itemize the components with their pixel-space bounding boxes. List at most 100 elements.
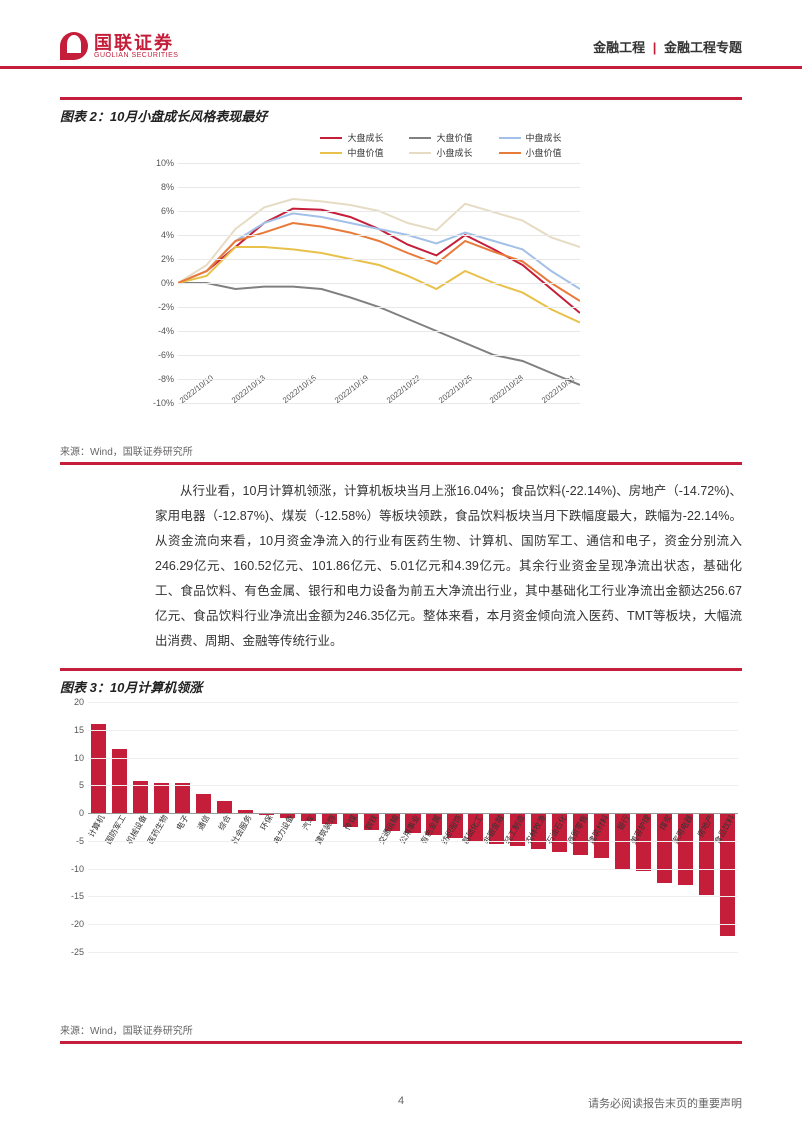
- logo-cn: 国联证券: [94, 34, 178, 52]
- chart3-bar-wrap: 交通运输: [382, 702, 403, 952]
- chart3-bar-wrap: 美容护理: [633, 702, 654, 952]
- chart2-gridline: [178, 259, 580, 260]
- chart3-ytick: -20: [71, 919, 84, 929]
- chart3-title: 图表 3：10月计算机领涨: [60, 668, 742, 696]
- page-number: 4: [398, 1095, 404, 1107]
- chart3-bar-wrap: 轻工制造: [507, 702, 528, 952]
- body-paragraph: 从行业看，10月计算机领涨，计算机板块当月上涨16.04%；食品饮料(-22.1…: [60, 479, 742, 654]
- chart3-gridline: [88, 869, 738, 870]
- chart2-gridline: [178, 187, 580, 188]
- chart3-bar-wrap: 食品饮料: [717, 702, 738, 952]
- chart2-gridline: [178, 307, 580, 308]
- category-sep: |: [653, 40, 657, 55]
- legend-swatch: [409, 152, 431, 154]
- chart3-gridline: [88, 952, 738, 953]
- chart3-source: 来源：Wind，国联证券研究所: [60, 1022, 742, 1044]
- logo-block: 国联证券 GUOLIAN SECURITIES: [60, 32, 178, 60]
- chart3-bar-wrap: 房地产: [696, 702, 717, 952]
- chart3-bar-wrap: 基础化工: [465, 702, 486, 952]
- chart3-ytick: -10: [71, 864, 84, 874]
- chart3-bar-wrap: 煤炭: [654, 702, 675, 952]
- chart3-bar-wrap: 家用电器: [675, 702, 696, 952]
- chart2-ytick: -8%: [158, 374, 174, 384]
- chart3-bar-wrap: 传媒: [340, 702, 361, 952]
- chart2-series-line: [178, 213, 580, 289]
- chart3-bar-wrap: 石油石化: [549, 702, 570, 952]
- chart3-bar: [217, 801, 232, 813]
- chart3-ytick: -15: [71, 891, 84, 901]
- chart3-bar-wrap: 银行: [612, 702, 633, 952]
- chart2-source: 来源：Wind，国联证券研究所: [60, 443, 742, 465]
- chart3-xlabel: 环保: [258, 813, 276, 832]
- legend-item: 大盘成长: [320, 131, 383, 144]
- chart2-section: 图表 2：10月小盘成长风格表现最好 大盘成长大盘价值中盘成长中盘价值小盘成长小…: [60, 97, 742, 465]
- logo-icon: [60, 32, 88, 60]
- chart3-bar-wrap: 建筑装饰: [319, 702, 340, 952]
- legend-swatch: [499, 152, 521, 154]
- legend-swatch: [499, 137, 521, 139]
- chart3-ytick: 10: [74, 753, 84, 763]
- chart3-bar: [175, 783, 190, 813]
- legend-item: 小盘价值: [499, 146, 562, 159]
- chart2-ytick: -2%: [158, 302, 174, 312]
- chart3-ytick: -5: [76, 836, 84, 846]
- chart2-ytick: -4%: [158, 326, 174, 336]
- category-left: 金融工程: [593, 40, 645, 55]
- chart3-bar-wrap: 建筑材料: [591, 702, 612, 952]
- chart3-bar-wrap: 汽车: [298, 702, 319, 952]
- chart3-gridline: [88, 758, 738, 759]
- chart3-bar-wrap: 电子: [172, 702, 193, 952]
- chart3-bar-wrap: 农林牧渔: [528, 702, 549, 952]
- legend-label: 中盘成长: [526, 131, 562, 144]
- header-category: 金融工程 | 金融工程专题: [593, 37, 742, 56]
- legend-label: 大盘价值: [436, 131, 472, 144]
- chart3-bar-wrap: 通信: [193, 702, 214, 952]
- chart2-gridline: [178, 403, 580, 404]
- chart3-bar-wrap: 社会服务: [235, 702, 256, 952]
- chart3-gridline: [88, 730, 738, 731]
- chart3-xlabel: 电子: [174, 813, 192, 832]
- chart3-bar: [196, 794, 211, 813]
- chart3-bar-wrap: 机械设备: [130, 702, 151, 952]
- chart3-xlabel: 通信: [195, 813, 213, 832]
- chart3-bar-wrap: 非银金融: [486, 702, 507, 952]
- body-text-content: 从行业看，10月计算机领涨，计算机板块当月上涨16.04%；食品饮料(-22.1…: [155, 479, 742, 654]
- chart2-gridline: [178, 163, 580, 164]
- chart3-ytick: 20: [74, 697, 84, 707]
- legend-swatch: [320, 152, 342, 154]
- chart3-gridline: [88, 702, 738, 703]
- chart3-ytick: 5: [79, 780, 84, 790]
- chart2-series-line: [178, 283, 580, 385]
- chart3-bar: [91, 724, 106, 813]
- chart3-bar-wrap: 电力设备: [277, 702, 298, 952]
- chart3-gridline: [88, 924, 738, 925]
- legend-item: 中盘成长: [499, 131, 562, 144]
- chart3-ytick: 15: [74, 725, 84, 735]
- chart3-bar-wrap: 有色金属: [424, 702, 445, 952]
- chart3-section: 图表 3：10月计算机领涨 -25-20-15-10-505101520 计算机…: [60, 668, 742, 1044]
- chart3-bar-wrap: 公用事业: [403, 702, 424, 952]
- chart2-gridline: [178, 235, 580, 236]
- chart2-legend: 大盘成长大盘价值中盘成长中盘价值小盘成长小盘价值: [140, 131, 742, 159]
- chart3-bar-wrap: 国防军工: [109, 702, 130, 952]
- chart3-gridline: [88, 785, 738, 786]
- page-header: 国联证券 GUOLIAN SECURITIES 金融工程 | 金融工程专题: [0, 0, 802, 69]
- chart3-bar: [112, 749, 127, 813]
- chart2-ytick: 4%: [161, 230, 174, 240]
- chart2-ytick: 10%: [156, 158, 174, 168]
- legend-label: 小盘成长: [436, 146, 472, 159]
- chart2-ytick: -10%: [153, 398, 174, 408]
- legend-swatch: [409, 137, 431, 139]
- chart3-xlabel: 综合: [216, 813, 234, 832]
- chart3-gridline: [88, 841, 738, 842]
- chart2-plot: -10%-8%-6%-4%-2%0%2%4%6%8%10% 2022/10/10…: [140, 163, 580, 403]
- chart3-bar: [154, 783, 169, 814]
- chart3-plot: -25-20-15-10-505101520 计算机国防军工机械设备医药生物电子…: [60, 702, 740, 982]
- chart3-bar-wrap: 商贸零售: [570, 702, 591, 952]
- chart3-bar-wrap: 环保: [256, 702, 277, 952]
- chart3-bar-wrap: 综合: [214, 702, 235, 952]
- chart3-bar-wrap: 计算机: [88, 702, 109, 952]
- chart2-ytick: 6%: [161, 206, 174, 216]
- chart2-title: 图表 2：10月小盘成长风格表现最好: [60, 97, 742, 125]
- category-right: 金融工程专题: [664, 40, 742, 55]
